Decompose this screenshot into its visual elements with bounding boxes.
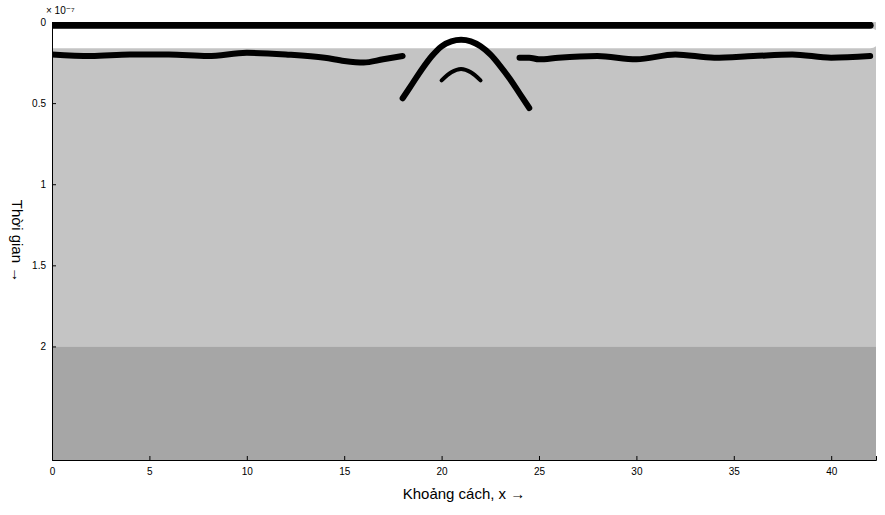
x-axis-line — [53, 456, 877, 461]
x-tick-label: 15 — [339, 466, 351, 477]
y-tick-label: 1.5 — [32, 260, 46, 271]
chart: 0 5 10 15 20 25 30 35 40 0 0.5 1 1.5 2 × 10⁻⁷ Khoảng cá… — [0, 0, 885, 515]
y-tick-mark — [52, 103, 56, 104]
y-tick: 1.5 — [32, 260, 56, 271]
y-tick-mark — [52, 184, 56, 185]
x-tick-label: 40 — [826, 466, 838, 477]
x-axis: 0 5 10 15 20 25 30 35 40 — [50, 456, 877, 477]
record-region — [52, 22, 876, 346]
x-tick: 20 — [437, 456, 449, 477]
y-tick-label: 2 — [40, 341, 46, 352]
y-tick: 1 — [40, 179, 56, 190]
x-tick-mark — [442, 456, 443, 460]
x-tick: 40 — [826, 456, 838, 477]
x-tick: 35 — [729, 456, 741, 477]
y-axis-line — [53, 23, 57, 461]
y-tick-mark — [52, 22, 56, 23]
y-axis-title: Thời gian → — [9, 200, 26, 282]
x-tick-label: 0 — [50, 466, 56, 477]
x-tick-mark — [734, 456, 735, 460]
y-tick-mark — [52, 265, 56, 266]
x-tick-label: 35 — [729, 466, 741, 477]
y-tick-label: 1 — [40, 179, 46, 190]
x-tick: 25 — [534, 456, 546, 477]
x-tick-label: 25 — [534, 466, 546, 477]
x-tick-mark — [636, 456, 637, 460]
plot-area — [52, 22, 876, 460]
y-axis: 0 0.5 1 1.5 2 — [32, 17, 56, 461]
y-tick-label: 0 — [40, 17, 46, 28]
reflection-line — [442, 69, 481, 80]
y-tick-mark — [52, 346, 56, 347]
x-axis-title: Khoảng cách, x → — [403, 485, 526, 502]
x-tick-label: 5 — [147, 466, 153, 477]
x-tick: 15 — [339, 456, 351, 477]
reflection-line — [52, 53, 870, 63]
x-tick-label: 30 — [631, 466, 643, 477]
x-tick-mark — [831, 456, 832, 460]
x-tick: 5 — [147, 456, 153, 477]
y-tick-label: 0.5 — [32, 98, 46, 109]
x-tick-label: 20 — [437, 466, 449, 477]
axis-multiplier: × 10⁻⁷ — [46, 5, 75, 16]
x-tick-label: 10 — [242, 466, 254, 477]
x-tick: 30 — [631, 456, 643, 477]
y-tick: 0 — [40, 17, 56, 28]
no-record-region — [52, 346, 876, 460]
y-tick: 2 — [40, 341, 56, 352]
reflection-line — [52, 22, 870, 29]
y-tick: 0.5 — [32, 98, 56, 109]
x-tick-mark — [247, 456, 248, 460]
x-tick-mark — [539, 456, 540, 460]
x-tick: 10 — [242, 456, 254, 477]
x-tick-mark — [149, 456, 150, 460]
reflection-line — [403, 40, 530, 108]
x-tick-mark — [344, 456, 345, 460]
